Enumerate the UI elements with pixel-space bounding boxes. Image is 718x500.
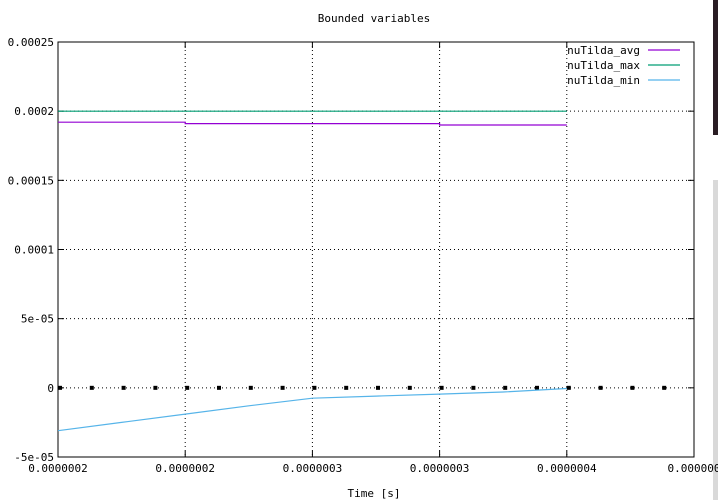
zero-line-dot xyxy=(471,385,476,390)
series-line-nuTilda_avg xyxy=(58,121,567,126)
zero-line-dot xyxy=(535,385,539,390)
y-tick-label: 0.00015 xyxy=(8,174,54,187)
x-axis-title: Time [s] xyxy=(348,487,401,500)
zero-line-dot xyxy=(630,385,635,390)
zero-line-dot xyxy=(312,385,317,390)
x-tick-label: 0.0000002 xyxy=(28,462,88,475)
zero-line-dot xyxy=(89,385,94,390)
legend-label: nuTilda_min xyxy=(567,74,640,87)
legend-label: nuTilda_max xyxy=(567,59,640,72)
data-series xyxy=(57,110,567,432)
x-tick-label: 0.0000004 xyxy=(537,462,597,475)
legend: nuTilda_avg nuTilda_max nuTilda_min xyxy=(567,44,680,87)
zero-line-dot xyxy=(121,385,126,390)
y-tick-label: 0.0002 xyxy=(14,105,54,118)
zero-line-dot xyxy=(503,385,508,390)
x-tick-label: 0.0000003 xyxy=(410,462,470,475)
zero-line-dot xyxy=(407,385,412,390)
axis-ticks: -5e-05 0 5e-05 0.0001 0.00015 0.0002 0.00025 0.… xyxy=(8,36,718,475)
y-tick-label: 0 xyxy=(47,382,54,395)
zero-line-dot xyxy=(344,385,349,390)
zero-line-dot xyxy=(598,385,603,390)
legend-label: nuTilda_avg xyxy=(567,44,640,57)
chart-title: Bounded variables xyxy=(318,12,431,25)
zero-line-dot xyxy=(566,385,571,390)
series-line-nuTilda_min xyxy=(57,387,567,432)
zero-line-dot xyxy=(376,385,380,390)
zero-line-dot xyxy=(280,385,285,390)
zero-line-dot xyxy=(217,385,221,390)
y-tick-label: 0.0001 xyxy=(14,244,54,257)
zero-line-dot xyxy=(248,385,253,390)
x-tick-label: 0.000000 xyxy=(668,462,718,475)
background-window-edge-lower xyxy=(713,180,718,500)
grid-lines xyxy=(58,42,694,457)
zero-line-dot xyxy=(662,385,667,390)
zero-line-dot xyxy=(153,385,158,390)
y-tick-label: 5e-05 xyxy=(21,313,54,326)
zero-line-dot xyxy=(439,385,444,390)
y-tick-label: 0.00025 xyxy=(8,36,54,49)
x-tick-label: 0.0000002 xyxy=(155,462,215,475)
background-window-edge xyxy=(713,0,718,135)
x-tick-label: 0.0000003 xyxy=(283,462,343,475)
y-tick-label: -5e-05 xyxy=(14,451,54,464)
zero-line-dot xyxy=(185,385,190,390)
